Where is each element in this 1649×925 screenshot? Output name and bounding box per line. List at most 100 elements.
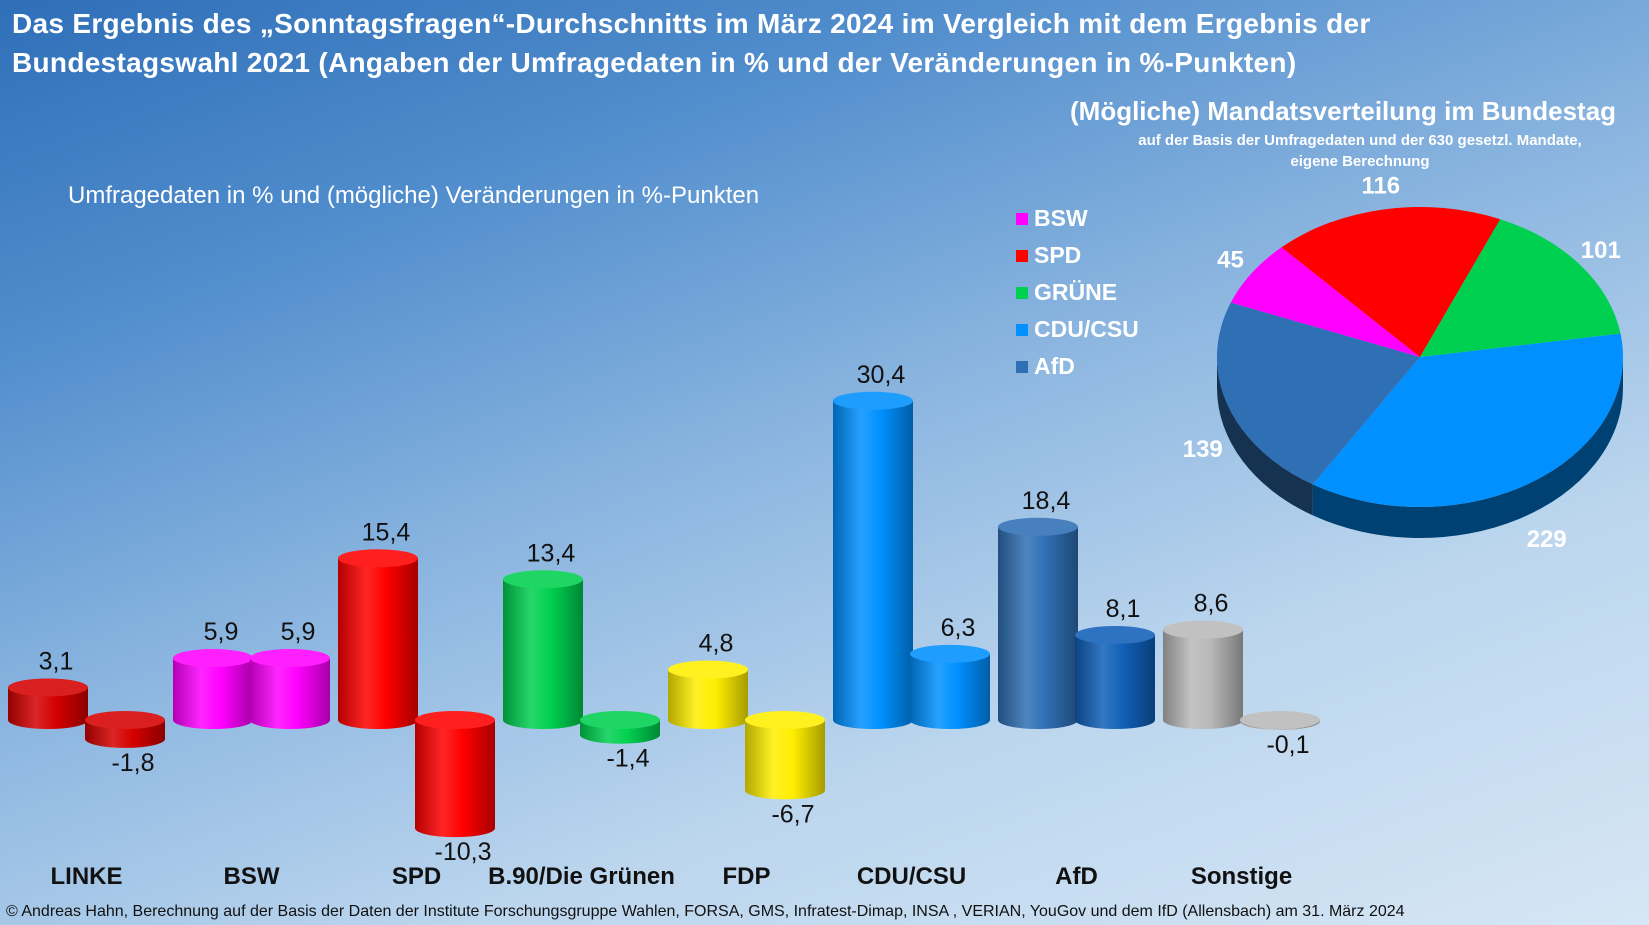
bar-umfrage-4-body [668, 669, 748, 729]
pie-subtitle-line-2: eigene Berechnung [1290, 153, 1430, 170]
value-label-umfrage: 3,1 [39, 647, 74, 675]
bar-umfrage-7 [1163, 620, 1243, 729]
bar-change-5-top [910, 644, 990, 663]
value-label-umfrage: 5,9 [204, 618, 239, 646]
pie-chart-title: (Mögliche) Mandatsverteilung im Bundesta… [1070, 96, 1617, 126]
legend-swatch [1016, 323, 1028, 336]
bar-change-7-top [1240, 711, 1320, 729]
bar-change-4 [745, 711, 825, 800]
legend-item-bsw: BSW [1016, 200, 1139, 237]
bar-change-6-top [1075, 625, 1155, 644]
legend-label: BSW [1034, 205, 1088, 231]
bar-change-5-body [910, 653, 990, 729]
bar-umfrage-5-body [833, 400, 913, 729]
pie-value-label: 45 [1217, 246, 1244, 273]
pie-value-label: 116 [1361, 173, 1400, 200]
legend-label: AfD [1034, 353, 1075, 379]
value-label-umfrage: 30,4 [857, 361, 906, 389]
bar-umfrage-2-top [338, 549, 418, 568]
bar-umfrage-1-body [173, 658, 253, 729]
bar-umfrage-3-body [503, 579, 583, 729]
bar-change-2-top [415, 711, 495, 729]
pie-sides [1217, 357, 1623, 538]
legend-item-gruene: GRÜNE [1016, 274, 1139, 311]
pie-value-label: 229 [1527, 526, 1567, 553]
bar-change-3-top [580, 711, 660, 729]
category-label: AfD [1055, 863, 1098, 890]
category-label: FDP [723, 863, 771, 890]
legend-swatch [1016, 360, 1028, 373]
value-label-change: -1,4 [606, 745, 649, 773]
bar-umfrage-6-body [998, 526, 1078, 729]
bar-umfrage-3-top [503, 570, 583, 589]
pie-slice-1 [1217, 302, 1420, 485]
legend-label: CDU/CSU [1034, 316, 1139, 342]
pie-slice-4 [1420, 219, 1621, 357]
bar-umfrage-7-top [1163, 620, 1243, 639]
legend-item-cdu-csu: CDU/CSU [1016, 311, 1139, 348]
pie-chart-subtitle: auf der Basis der Umfragedaten und der 6… [1080, 130, 1640, 172]
bar-change-4-top [745, 711, 825, 729]
bar-umfrage-4 [668, 660, 748, 729]
value-label-umfrage: 4,8 [699, 630, 734, 658]
category-label: CDU/CSU [857, 863, 966, 890]
legend-label: GRÜNE [1034, 279, 1118, 305]
title-line-1: Das Ergebnis des „Sonntagsfragen“-Durchs… [12, 8, 1371, 39]
value-label-change: -6,7 [771, 800, 814, 828]
bar-change-0-top [85, 711, 165, 729]
legend-swatch [1016, 212, 1028, 225]
value-label-umfrage: 13,4 [527, 539, 576, 567]
category-label: B.90/Die Grünen [488, 863, 675, 890]
category-label: BSW [224, 863, 280, 890]
bar-umfrage-0-body [8, 687, 88, 729]
pie-slice-0 [1312, 333, 1623, 507]
copyright-footer: © Andreas Hahn, Berechnung auf der Basis… [6, 903, 1405, 920]
bar-umfrage-1 [173, 649, 253, 729]
bar-change-7 [1240, 711, 1320, 731]
bar-change-1-body [250, 658, 330, 729]
pie-legend: BSW SPD GRÜNE CDU/CSU AfD [1016, 200, 1139, 385]
bar-umfrage-2 [338, 549, 418, 729]
bar-change-0 [85, 711, 165, 748]
bar-umfrage-6 [998, 517, 1078, 729]
pie-value-label: 101 [1581, 237, 1621, 264]
pie-value-label: 139 [1183, 436, 1223, 463]
pie-side-1 [1217, 357, 1313, 516]
bar-umfrage-5-top [833, 391, 913, 410]
bar-change-2 [415, 711, 495, 838]
bar-change-2-body [415, 720, 495, 838]
value-label-umfrage: 15,4 [362, 518, 411, 546]
bar-change-1-top [250, 649, 330, 668]
bar-umfrage-2-body [338, 558, 418, 729]
bar-change-3 [580, 711, 660, 744]
bar-change-6-body [1075, 634, 1155, 729]
bar-change-4-body [745, 720, 825, 800]
value-label-umfrage: 8,6 [1194, 590, 1229, 618]
legend-swatch [1016, 286, 1028, 299]
pie-slice-2 [1230, 247, 1420, 357]
category-label: Sonstige [1191, 863, 1292, 890]
legend-item-spd: SPD [1016, 237, 1139, 274]
legend-swatch [1016, 249, 1028, 262]
category-label: LINKE [51, 863, 123, 890]
pie-slice-3 [1281, 206, 1501, 357]
bar-change-5 [910, 644, 990, 729]
bar-change-1 [250, 649, 330, 729]
chart-title: Das Ergebnis des „Sonntagsfragen“-Durchs… [12, 4, 1649, 82]
value-label-change: -0,1 [1266, 731, 1309, 759]
bar-umfrage-4-top [668, 660, 748, 679]
bar-umfrage-0-top [8, 678, 88, 697]
value-label-change: 6,3 [941, 614, 976, 642]
bar-umfrage-5 [833, 391, 913, 729]
legend-item-afd: AfD [1016, 348, 1139, 385]
bar-umfrage-6-top [998, 517, 1078, 536]
pie-side-0 [1312, 357, 1623, 538]
bar-umfrage-7-body [1163, 629, 1243, 729]
pie-subtitle-line-1: auf der Basis der Umfragedaten und der 6… [1138, 132, 1582, 149]
value-label-change: 8,1 [1106, 595, 1141, 623]
value-label-change: -1,8 [111, 749, 154, 777]
bar-umfrage-3 [503, 570, 583, 729]
